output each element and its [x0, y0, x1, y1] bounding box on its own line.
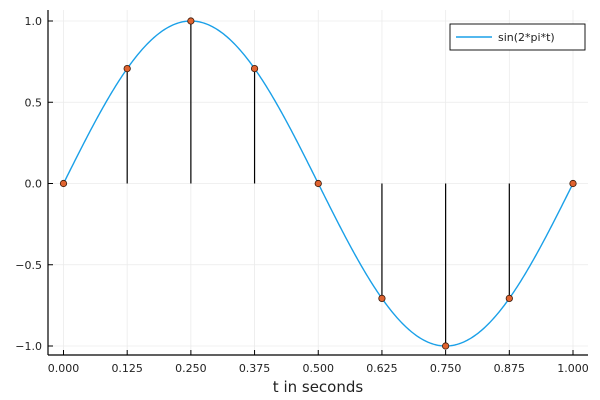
sample-marker: [569, 179, 577, 188]
x-tick-label: 0.000: [48, 362, 80, 375]
x-axis-label: t in seconds: [273, 378, 364, 396]
y-tick-label: −0.5: [15, 259, 42, 272]
y-tick-label: 0.0: [25, 178, 43, 191]
legend: sin(2*pi*t): [449, 23, 586, 51]
x-tick-label: 0.250: [175, 362, 207, 375]
sample-marker: [505, 294, 513, 303]
x-tick-label: 0.375: [239, 362, 271, 375]
y-axis-ticks: 1.0 0.5 0.0 −0.5 −1.0: [15, 15, 53, 353]
y-tick-label: −1.0: [15, 340, 42, 353]
sample-marker: [123, 64, 131, 73]
x-tick-label: 0.750: [430, 362, 462, 375]
x-tick-label: 0.625: [366, 362, 398, 375]
sample-marker: [59, 179, 68, 188]
y-tick-label: 0.5: [25, 96, 43, 109]
x-tick-label: 0.875: [494, 362, 526, 375]
x-tick-label: 0.125: [111, 362, 143, 375]
sample-marker: [314, 179, 322, 188]
stem-lines: [126, 21, 510, 346]
sample-marker: [378, 294, 386, 303]
x-tick-label: 0.500: [303, 362, 335, 375]
y-tick-label: 1.0: [25, 15, 43, 28]
sample-marker: [187, 17, 195, 25]
sample-markers: [59, 17, 577, 350]
legend-label: sin(2*pi*t): [498, 31, 555, 44]
x-tick-label: 1.000: [557, 362, 589, 375]
x-axis-ticks: 0.000 0.125 0.250 0.375 0.500 0.625 0.750 0.875…: [48, 350, 589, 375]
sample-marker: [442, 342, 450, 350]
sample-marker: [250, 64, 259, 73]
